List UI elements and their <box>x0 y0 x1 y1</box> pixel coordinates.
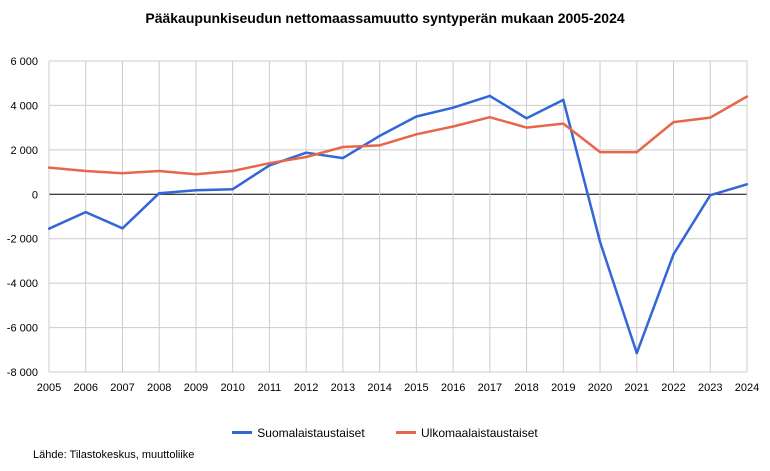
x-tick-label: 2023 <box>698 382 722 394</box>
x-tick-label: 2016 <box>441 382 465 394</box>
data-point[interactable] <box>194 189 198 192</box>
data-point[interactable] <box>231 169 234 173</box>
data-point[interactable] <box>672 253 675 256</box>
data-point[interactable] <box>158 169 161 173</box>
x-tick-label: 2015 <box>404 382 428 394</box>
data-point[interactable] <box>525 126 528 129</box>
series-lines <box>47 94 749 355</box>
legend-item-ulkomaalaistaustaiset[interactable]: Ulkomaalaistaustaiset <box>396 426 538 440</box>
data-point[interactable] <box>415 133 418 136</box>
chart-title: Pääkaupunkiseudun nettomaassamuutto synt… <box>145 10 625 26</box>
y-tick-label: -6 000 <box>7 323 38 335</box>
data-point[interactable] <box>378 144 381 147</box>
data-point[interactable] <box>268 161 271 165</box>
data-point[interactable] <box>709 193 712 197</box>
source-note: Lähde: Tilastokeskus, muuttoliike <box>33 449 195 461</box>
legend-label: Ulkomaalaistaustaiset <box>421 425 538 440</box>
y-tick-label: -4 000 <box>7 278 38 290</box>
x-tick-label: 2018 <box>514 382 538 394</box>
data-point[interactable] <box>341 145 345 149</box>
data-point[interactable] <box>488 94 492 98</box>
legend: Suomalaistaustaiset Ulkomaalaistaustaise… <box>0 423 770 440</box>
x-tick-label: 2010 <box>220 382 244 394</box>
x-tick-label: 2005 <box>37 382 61 394</box>
data-point[interactable] <box>635 351 638 355</box>
x-tick-label: 2007 <box>110 382 134 394</box>
data-point[interactable] <box>47 166 51 169</box>
series-line-ulkomaalaistaustaiset[interactable] <box>48 95 748 176</box>
legend-swatch <box>396 431 416 434</box>
x-tick-label: 2024 <box>735 382 759 394</box>
data-point[interactable] <box>525 117 528 120</box>
data-point[interactable] <box>488 116 492 119</box>
legend-label: Suomalaistaustaiset <box>257 425 365 440</box>
data-point[interactable] <box>378 134 381 138</box>
data-point[interactable] <box>158 191 161 195</box>
series-line-suomalaistaustaiset[interactable] <box>48 94 748 355</box>
data-point[interactable] <box>745 183 749 186</box>
data-point[interactable] <box>635 150 638 154</box>
data-point[interactable] <box>562 122 565 125</box>
data-point[interactable] <box>304 155 308 159</box>
data-point[interactable] <box>268 164 271 167</box>
data-point[interactable] <box>304 151 308 154</box>
data-point[interactable] <box>451 106 455 109</box>
data-point[interactable] <box>121 171 124 175</box>
grid <box>48 60 748 373</box>
y-tick-label: -2 000 <box>7 234 38 246</box>
x-tick-label: 2020 <box>588 382 612 394</box>
data-point[interactable] <box>745 95 749 98</box>
y-tick-label: 2 000 <box>10 145 38 157</box>
data-point[interactable] <box>121 227 124 230</box>
x-tick-label: 2009 <box>184 382 208 394</box>
x-tick-label: 2013 <box>331 382 355 394</box>
data-point[interactable] <box>451 125 455 128</box>
x-tick-label: 2011 <box>258 382 282 394</box>
x-tick-label: 2022 <box>661 382 685 394</box>
data-point[interactable] <box>84 169 87 173</box>
x-tick-label: 2012 <box>294 382 318 394</box>
x-tick-label: 2019 <box>551 382 575 394</box>
legend-swatch <box>232 431 253 434</box>
y-tick-label: 6 000 <box>10 56 38 68</box>
legend-item-suomalaistaustaiset[interactable]: Suomalaistaustaiset <box>232 425 365 440</box>
x-tick-label: 2006 <box>73 382 97 394</box>
x-tick-label: 2008 <box>147 382 171 394</box>
x-axis-ticks: 2005 2006 2007 2008 2009 2010 2011 2012 2013 2014… <box>37 382 759 394</box>
data-point[interactable] <box>84 210 87 214</box>
data-point[interactable] <box>562 98 565 102</box>
data-point[interactable] <box>194 173 198 176</box>
data-point[interactable] <box>598 150 602 154</box>
data-point[interactable] <box>231 187 234 191</box>
x-tick-label: 2014 <box>367 382 391 394</box>
data-point[interactable] <box>709 116 712 119</box>
y-tick-label: -8 000 <box>7 367 38 379</box>
data-point[interactable] <box>415 115 418 118</box>
y-tick-label: 4 000 <box>10 100 38 112</box>
y-tick-label: 0 <box>32 189 38 201</box>
x-tick-label: 2017 <box>478 382 502 394</box>
y-axis-ticks: 6 000 4 000 2 000 0 -2 000 -4 000 -6 000 -8 000 <box>7 56 38 379</box>
data-point[interactable] <box>598 240 602 244</box>
x-tick-label: 2021 <box>625 382 649 394</box>
data-point[interactable] <box>672 120 675 124</box>
data-point[interactable] <box>341 156 345 160</box>
data-point[interactable] <box>47 227 51 230</box>
